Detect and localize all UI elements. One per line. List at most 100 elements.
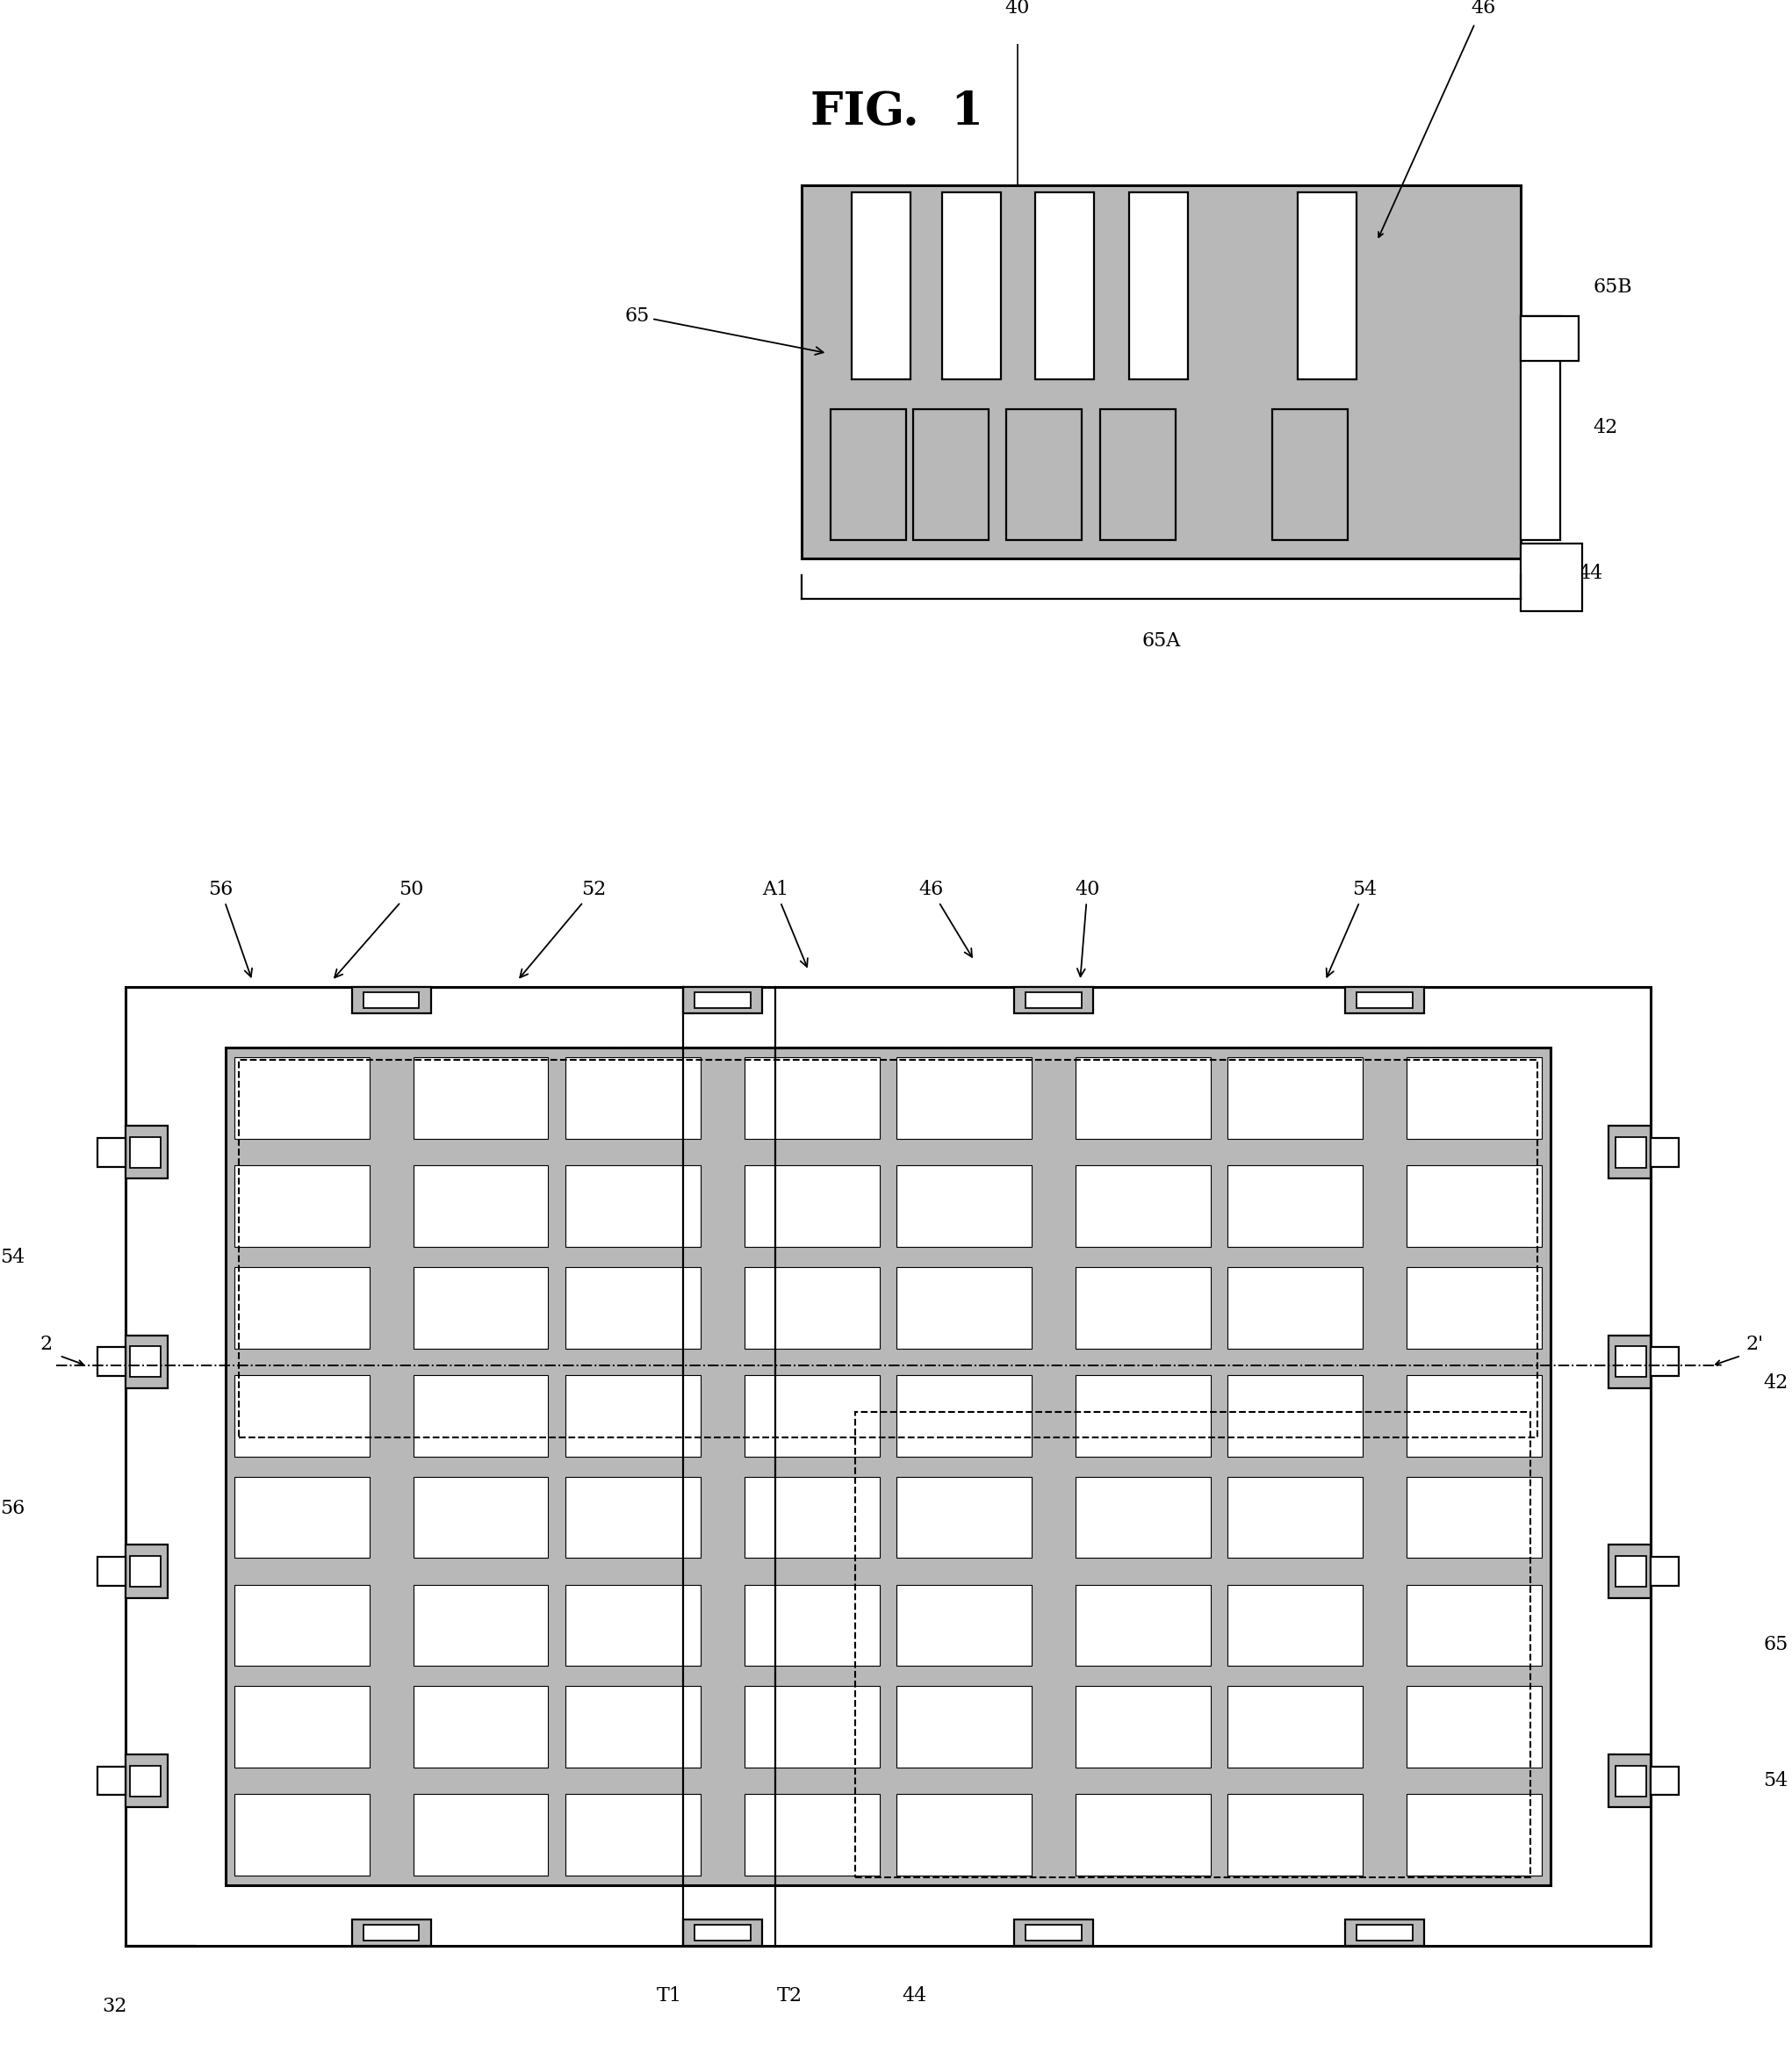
Bar xyxy=(744,1375,880,1457)
Bar xyxy=(1228,1166,1362,1246)
Text: 2': 2' xyxy=(1745,1335,1763,1354)
Bar xyxy=(896,1375,1032,1457)
Bar xyxy=(1228,1585,1362,1666)
Text: 40: 40 xyxy=(1005,0,1030,17)
Text: T1: T1 xyxy=(656,1986,681,2005)
Bar xyxy=(744,1058,880,1139)
Bar xyxy=(896,1166,1032,1246)
Bar xyxy=(1075,1375,1211,1457)
Bar xyxy=(1075,1687,1211,1767)
Bar xyxy=(801,186,1521,558)
Bar xyxy=(1407,1166,1541,1246)
Bar xyxy=(1272,409,1348,539)
Bar xyxy=(1228,1375,1362,1457)
Bar xyxy=(941,192,1000,380)
Bar xyxy=(1036,192,1095,380)
Bar xyxy=(695,992,751,1009)
Bar xyxy=(235,1267,369,1348)
Bar xyxy=(129,1556,159,1587)
Bar xyxy=(744,1585,880,1666)
Bar xyxy=(235,1687,369,1767)
Text: 54: 54 xyxy=(0,1246,25,1267)
Bar xyxy=(1075,1058,1211,1139)
Bar xyxy=(1228,1476,1362,1559)
Text: 46: 46 xyxy=(1471,0,1496,17)
Text: 56: 56 xyxy=(208,881,253,978)
Bar xyxy=(744,1267,880,1348)
Bar xyxy=(1025,992,1081,1009)
Text: 54: 54 xyxy=(1763,1771,1788,1790)
Text: 65: 65 xyxy=(624,306,823,356)
Bar xyxy=(1297,192,1357,380)
Text: 40: 40 xyxy=(1075,881,1100,976)
Text: 42: 42 xyxy=(1763,1372,1788,1393)
Bar xyxy=(125,1755,168,1807)
Text: 46: 46 xyxy=(919,881,971,957)
Bar xyxy=(1014,986,1093,1013)
Bar xyxy=(1607,1127,1650,1178)
Bar xyxy=(830,409,905,539)
Bar xyxy=(1521,544,1582,612)
Bar xyxy=(1616,1556,1647,1587)
Bar xyxy=(695,1924,751,1941)
Bar xyxy=(235,1585,369,1666)
Text: 65B: 65B xyxy=(1593,277,1633,298)
Bar xyxy=(1607,1335,1650,1389)
Bar xyxy=(235,1794,369,1875)
Bar xyxy=(125,1544,168,1598)
Bar xyxy=(566,1585,701,1666)
Text: 42: 42 xyxy=(1593,418,1618,438)
Bar xyxy=(364,1924,419,1941)
Bar xyxy=(744,1794,880,1875)
Bar xyxy=(129,1346,159,1377)
Bar xyxy=(566,1375,701,1457)
Bar xyxy=(1228,1687,1362,1767)
Text: A1: A1 xyxy=(762,881,808,967)
Bar xyxy=(1521,316,1561,539)
Bar xyxy=(1650,1137,1679,1166)
Bar xyxy=(235,1375,369,1457)
Bar xyxy=(1346,986,1425,1013)
Bar xyxy=(414,1166,548,1246)
Bar xyxy=(1407,1476,1541,1559)
Bar xyxy=(896,1687,1032,1767)
Bar xyxy=(1025,1924,1081,1941)
Bar xyxy=(744,1687,880,1767)
Bar xyxy=(1346,1920,1425,1947)
Bar xyxy=(912,409,989,539)
Bar xyxy=(414,1687,548,1767)
Bar xyxy=(1407,1058,1541,1139)
Bar xyxy=(1616,1765,1647,1796)
Text: 44: 44 xyxy=(1579,564,1604,583)
Bar xyxy=(1075,1267,1211,1348)
Bar xyxy=(351,1920,432,1947)
Bar xyxy=(129,1137,159,1168)
Bar xyxy=(566,1794,701,1875)
Bar xyxy=(683,986,762,1013)
Bar xyxy=(896,1267,1032,1348)
Bar xyxy=(99,1767,125,1796)
Bar xyxy=(1607,1755,1650,1807)
Bar xyxy=(896,1794,1032,1875)
Text: T2: T2 xyxy=(776,1986,803,2005)
Text: 44: 44 xyxy=(901,1986,926,2005)
Bar xyxy=(851,192,910,380)
Text: 32: 32 xyxy=(102,1997,127,2015)
Bar xyxy=(566,1267,701,1348)
Bar xyxy=(1075,1476,1211,1559)
Text: 2: 2 xyxy=(39,1335,52,1354)
Bar xyxy=(414,1267,548,1348)
Bar xyxy=(99,1137,125,1166)
Text: 65: 65 xyxy=(1763,1635,1788,1654)
Bar xyxy=(566,1058,701,1139)
Bar xyxy=(414,1375,548,1457)
Bar xyxy=(744,1166,880,1246)
Bar xyxy=(1357,992,1412,1009)
Bar xyxy=(1521,316,1579,360)
Bar xyxy=(1228,1058,1362,1139)
Text: 65A: 65A xyxy=(1142,630,1181,651)
Bar xyxy=(744,1476,880,1559)
Bar xyxy=(1650,1348,1679,1377)
Bar xyxy=(364,992,419,1009)
Bar xyxy=(566,1166,701,1246)
